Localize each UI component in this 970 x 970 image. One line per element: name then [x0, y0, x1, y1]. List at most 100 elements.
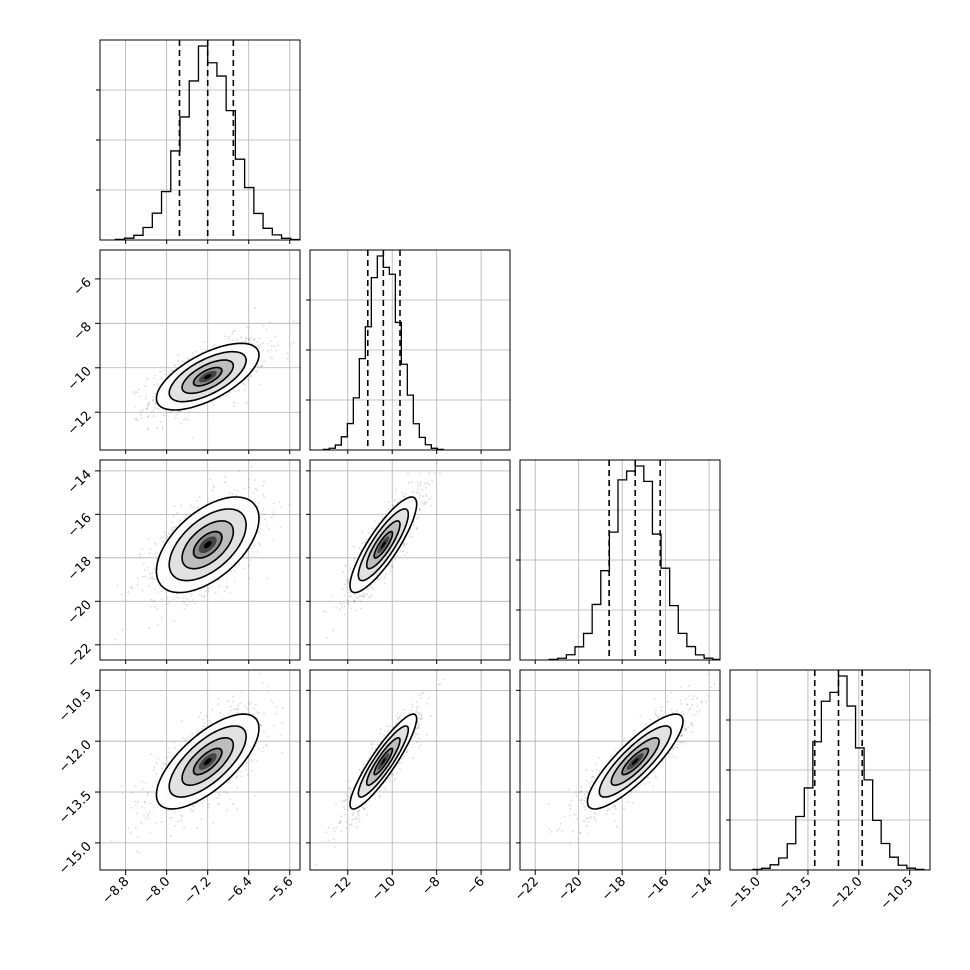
scatter-point [141, 408, 144, 411]
scatter-point [412, 756, 415, 759]
scatter-point [263, 480, 265, 483]
scatter-point [419, 483, 422, 486]
scatter-point [261, 750, 264, 753]
scatter-point [235, 494, 238, 497]
scatter-point [654, 709, 657, 712]
scatter-point [247, 486, 250, 489]
scatter-point [174, 747, 177, 749]
scatter-point [263, 731, 265, 734]
scatter-point [177, 411, 179, 413]
scatter-point [350, 595, 352, 598]
scatter-point [591, 770, 594, 772]
scatter-point [263, 496, 266, 498]
scatter-point [404, 493, 407, 496]
scatter-point [211, 708, 214, 711]
scatter-point [346, 579, 349, 582]
scatter-point [413, 523, 415, 526]
scatter-point [681, 733, 683, 736]
scatter-point [120, 785, 123, 787]
panel-frame [309, 459, 511, 661]
scatter-point [248, 703, 251, 706]
scatter-point [208, 587, 210, 590]
scatter-point [588, 782, 590, 784]
density-level-5 [203, 758, 212, 766]
scatter-point [174, 825, 177, 827]
scatter-point [367, 587, 369, 590]
scatter-point [386, 730, 389, 732]
scatter-point [327, 826, 330, 829]
scatter-point [581, 789, 583, 792]
scatter-point [249, 341, 252, 343]
scatter-point [352, 812, 355, 815]
scatter-point [421, 489, 424, 492]
scatter-point [210, 721, 212, 724]
scatter-point [131, 587, 134, 590]
scatter-point [152, 396, 155, 398]
scatter-point [218, 397, 221, 400]
scatter-point [275, 706, 278, 708]
scatter-point [151, 785, 154, 788]
scatter-point [223, 481, 226, 484]
scatter-point [205, 715, 208, 718]
scatter-point [359, 600, 362, 603]
scatter-point [147, 813, 149, 815]
scatter-point [161, 616, 163, 619]
scatter-point [209, 478, 212, 480]
scatter-point [258, 511, 261, 514]
scatter-point [614, 807, 617, 810]
scatter-point [168, 411, 171, 414]
scatter-point [425, 493, 427, 496]
scatter-point [140, 822, 143, 824]
scatter-point [196, 500, 198, 502]
scatter-point [198, 715, 201, 718]
scatter-point [359, 595, 362, 597]
scatter-point [415, 711, 418, 714]
scatter-point [353, 599, 355, 602]
scatter-point [207, 806, 210, 809]
scatter-point [148, 401, 151, 404]
scatter-point [229, 709, 232, 712]
scatter-point [172, 598, 175, 601]
scatter-point [200, 595, 203, 598]
scatter-point [592, 775, 595, 778]
scatter-panel-3-1 [309, 669, 511, 871]
density-level-5 [380, 541, 386, 549]
scatter-point [339, 608, 341, 611]
scatter-point [179, 519, 182, 522]
scatter-point [142, 563, 145, 565]
scatter-point [217, 792, 220, 794]
scatter-point [245, 337, 248, 339]
scatter-point [688, 695, 690, 697]
scatter-point [623, 807, 625, 810]
scatter-point [169, 411, 172, 413]
scatter-point [183, 607, 186, 610]
scatter-point [121, 628, 124, 631]
scatter-point [247, 337, 250, 340]
scatter-point [419, 744, 422, 747]
scatter-content [547, 673, 716, 846]
scatter-point [213, 344, 216, 346]
scatter-point [137, 388, 140, 391]
scatter-point [660, 705, 663, 708]
scatter-point [240, 336, 243, 339]
scatter-point [357, 597, 359, 600]
scatter-point [346, 795, 349, 798]
scatter-point [278, 501, 281, 503]
scatter-point [396, 718, 399, 720]
scatter-point [417, 485, 420, 487]
scatter-point [139, 414, 142, 416]
scatter-point [420, 692, 423, 695]
scatter-point [186, 603, 189, 606]
scatter-point [431, 479, 433, 482]
scatter-point [361, 530, 364, 533]
scatter-point [229, 798, 232, 801]
scatter-point [443, 678, 446, 681]
scatter-point [335, 606, 338, 609]
scatter-point [367, 532, 370, 535]
scatter-point [144, 385, 147, 388]
scatter-point [351, 818, 354, 821]
scatter-point [207, 590, 210, 592]
scatter-point [397, 712, 399, 715]
scatter-point [136, 850, 138, 853]
scatter-point [384, 780, 387, 783]
